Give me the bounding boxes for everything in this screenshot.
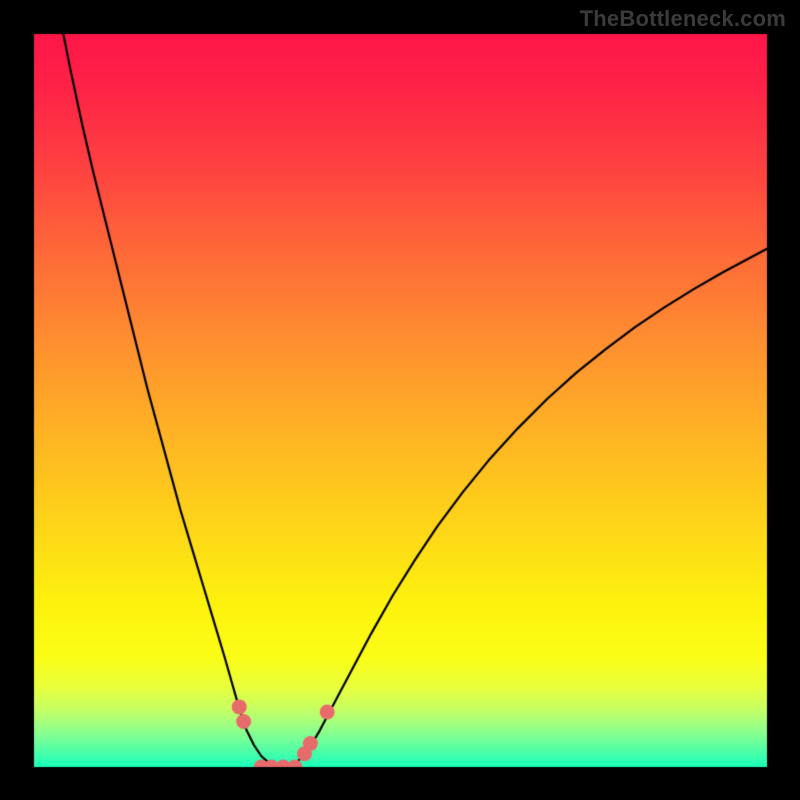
watermark-text: TheBottleneck.com <box>580 6 786 32</box>
bottleneck-chart <box>0 0 800 800</box>
stage: TheBottleneck.com <box>0 0 800 800</box>
